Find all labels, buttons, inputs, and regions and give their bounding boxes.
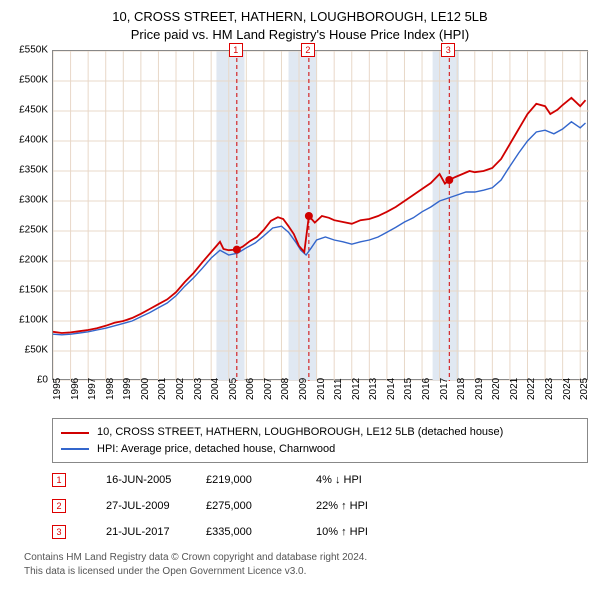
title-line-2: Price paid vs. HM Land Registry's House … (12, 26, 588, 44)
x-tick-label: 2019 (474, 378, 485, 400)
x-tick-label: 1999 (122, 378, 133, 400)
y-tick-label: £250K (19, 225, 48, 236)
x-tick-label: 2007 (263, 378, 274, 400)
sale-date: 21-JUL-2017 (66, 526, 206, 538)
x-tick-label: 2013 (368, 378, 379, 400)
x-tick-label: 2023 (544, 378, 555, 400)
sale-price: £219,000 (206, 474, 316, 486)
x-tick-label: 2016 (421, 378, 432, 400)
x-tick-label: 2022 (526, 378, 537, 400)
x-tick-label: 2011 (333, 379, 344, 401)
y-tick-label: £450K (19, 105, 48, 116)
x-tick-label: 2017 (439, 378, 450, 400)
sale-pct: 22% ↑ HPI (316, 500, 456, 512)
y-tick-label: £400K (19, 135, 48, 146)
legend-swatch-hpi (61, 448, 89, 450)
y-tick-label: £150K (19, 285, 48, 296)
y-tick-label: £550K (19, 45, 48, 56)
x-tick-label: 2014 (386, 378, 397, 400)
x-tick-label: 2008 (280, 378, 291, 400)
x-tick-label: 1997 (87, 378, 98, 400)
sale-marker-icon: 3 (52, 525, 66, 539)
chart-title-block: 10, CROSS STREET, HATHERN, LOUGHBOROUGH,… (12, 8, 588, 44)
legend-label-hpi: HPI: Average price, detached house, Char… (97, 441, 335, 458)
sale-pct: 10% ↑ HPI (316, 526, 456, 538)
sales-table: 1 16-JUN-2005 £219,000 4% ↓ HPI 2 27-JUL… (52, 473, 588, 539)
x-tick-label: 2015 (403, 378, 414, 400)
y-tick-label: £350K (19, 165, 48, 176)
legend-label-property: 10, CROSS STREET, HATHERN, LOUGHBOROUGH,… (97, 424, 503, 441)
sale-row: 2 27-JUL-2009 £275,000 22% ↑ HPI (52, 499, 588, 513)
y-tick-label: £0 (37, 375, 48, 386)
y-tick-label: £500K (19, 75, 48, 86)
footer-attribution: Contains HM Land Registry data © Crown c… (24, 551, 588, 578)
legend-swatch-property (61, 432, 89, 434)
x-tick-label: 2021 (509, 378, 520, 400)
x-axis-labels: 1995199619971998199920002001200220032004… (52, 382, 588, 410)
x-tick-label: 2009 (298, 378, 309, 400)
sale-marker-top: 2 (301, 43, 315, 57)
sale-pct: 4% ↓ HPI (316, 474, 456, 486)
x-tick-label: 2018 (456, 378, 467, 400)
sale-row: 3 21-JUL-2017 £335,000 10% ↑ HPI (52, 525, 588, 539)
x-tick-label: 2001 (157, 378, 168, 400)
x-tick-label: 2020 (491, 378, 502, 400)
plot-svg (53, 51, 589, 381)
sale-date: 16-JUN-2005 (66, 474, 206, 486)
sale-marker-top: 3 (441, 43, 455, 57)
y-axis-labels: £0£50K£100K£150K£200K£250K£300K£350K£400… (12, 50, 52, 380)
x-tick-label: 2006 (245, 378, 256, 400)
title-line-1: 10, CROSS STREET, HATHERN, LOUGHBOROUGH,… (12, 8, 588, 26)
y-tick-label: £50K (25, 345, 48, 356)
x-tick-label: 2010 (316, 378, 327, 400)
sale-date: 27-JUL-2009 (66, 500, 206, 512)
footer-line-2: This data is licensed under the Open Gov… (24, 565, 588, 579)
x-tick-label: 2003 (193, 378, 204, 400)
footer-line-1: Contains HM Land Registry data © Crown c… (24, 551, 588, 565)
x-tick-label: 2005 (228, 378, 239, 400)
x-tick-label: 2002 (175, 378, 186, 400)
sale-row: 1 16-JUN-2005 £219,000 4% ↓ HPI (52, 473, 588, 487)
legend-row-property: 10, CROSS STREET, HATHERN, LOUGHBOROUGH,… (61, 424, 579, 441)
y-tick-label: £100K (19, 315, 48, 326)
sale-marker-icon: 2 (52, 499, 66, 513)
x-tick-label: 1995 (52, 378, 63, 400)
plot-region (52, 50, 588, 380)
x-tick-label: 2024 (562, 378, 573, 400)
chart-container: 10, CROSS STREET, HATHERN, LOUGHBOROUGH,… (0, 0, 600, 586)
sale-marker-top: 1 (229, 43, 243, 57)
x-tick-label: 2012 (351, 378, 362, 400)
y-tick-label: £300K (19, 195, 48, 206)
x-tick-label: 1998 (105, 378, 116, 400)
sale-price: £275,000 (206, 500, 316, 512)
x-tick-label: 2025 (579, 378, 590, 400)
legend-box: 10, CROSS STREET, HATHERN, LOUGHBOROUGH,… (52, 418, 588, 463)
chart-area: £0 £50K £100K £150K £200K £250K £300K £350K £400… (12, 50, 588, 410)
legend-row-hpi: HPI: Average price, detached house, Char… (61, 441, 579, 458)
y-tick-label: £200K (19, 255, 48, 266)
x-tick-label: 2000 (140, 378, 151, 400)
sale-price: £335,000 (206, 526, 316, 538)
x-tick-label: 1996 (70, 378, 81, 400)
sale-marker-icon: 1 (52, 473, 66, 487)
x-tick-label: 2004 (210, 378, 221, 400)
